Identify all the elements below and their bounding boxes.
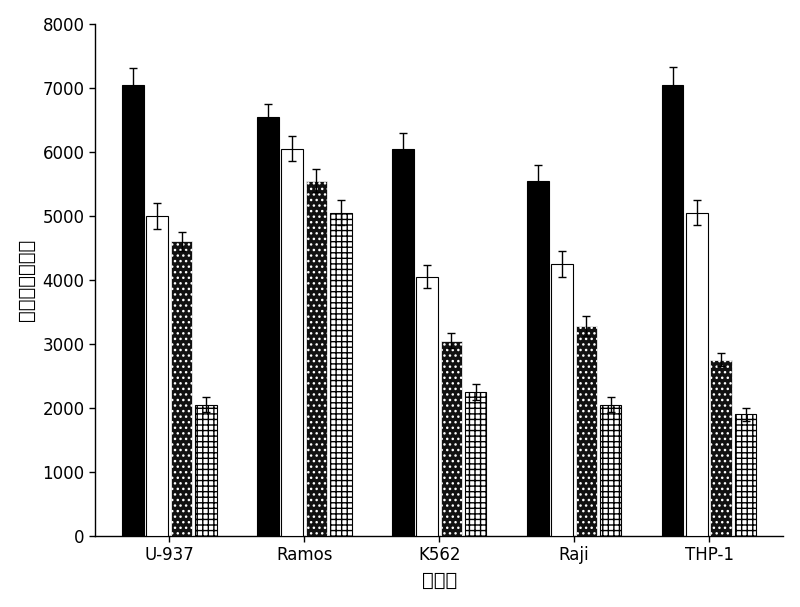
Bar (465, 392, 486, 536)
Bar (710, 360, 732, 536)
X-axis label: 细胞株: 细胞株 (422, 571, 457, 591)
Bar (551, 264, 573, 536)
Bar (170, 242, 192, 536)
Bar (441, 341, 462, 536)
Bar (734, 415, 756, 536)
Bar (282, 149, 303, 536)
Bar (527, 180, 549, 536)
Bar (600, 405, 622, 536)
Bar (575, 326, 597, 536)
Bar (257, 117, 278, 536)
Bar (146, 215, 168, 536)
Bar (306, 180, 327, 536)
Bar (330, 212, 351, 536)
Bar (392, 149, 414, 536)
Bar (662, 84, 683, 536)
Bar (686, 212, 708, 536)
Bar (195, 405, 217, 536)
Bar (416, 277, 438, 536)
Bar (122, 84, 144, 536)
Y-axis label: 细胞的增殖数量: 细胞的增殖数量 (17, 239, 36, 321)
